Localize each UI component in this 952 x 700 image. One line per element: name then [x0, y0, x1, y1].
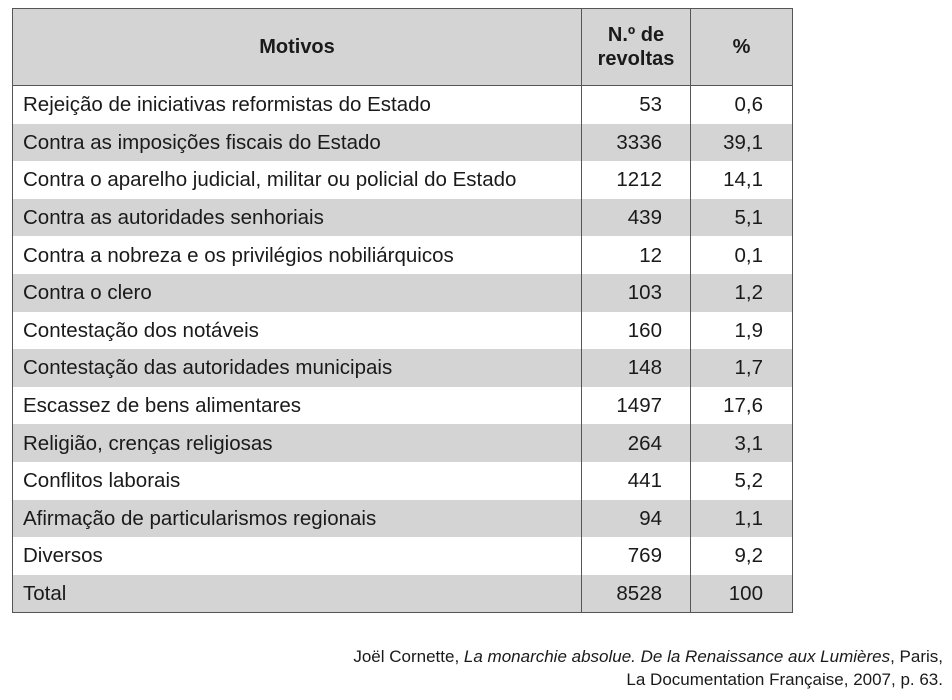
header-revoltas-line1: N.º de	[607, 24, 665, 46]
cell-revoltas: 1497	[581, 386, 691, 425]
cell-motivo: Contra a nobreza e os privilégios nobili…	[12, 236, 582, 274]
cell-motivo-total: Total	[12, 574, 582, 614]
cell-percent: 1,9	[690, 311, 793, 350]
cell-motivo: Contra o aparelho judicial, militar ou p…	[12, 161, 582, 199]
table-row: Religião, crenças religiosas 264 3,1	[12, 424, 793, 462]
cell-percent: 5,2	[690, 461, 793, 500]
table-row: Contra o clero 103 1,2	[12, 273, 793, 312]
cell-revoltas-total: 8528	[581, 574, 691, 614]
table-row: Contestação das autoridades municipais 1…	[12, 349, 793, 387]
cell-percent: 9,2	[690, 537, 793, 575]
cell-revoltas: 3336	[581, 123, 691, 162]
cell-revoltas: 94	[581, 499, 691, 538]
cell-motivo: Contestação das autoridades municipais	[12, 349, 582, 387]
header-revoltas: N.º de revoltas	[581, 8, 691, 86]
header-percent: %	[690, 8, 793, 86]
cell-motivo: Contra as imposições fiscais do Estado	[12, 123, 582, 162]
table-row: Contestação dos notáveis 160 1,9	[12, 311, 793, 350]
cell-revoltas: 1212	[581, 161, 691, 199]
cell-motivo: Afirmação de particularismos regionais	[12, 499, 582, 538]
cell-percent: 3,1	[690, 424, 793, 462]
cell-motivo: Contestação dos notáveis	[12, 311, 582, 350]
cell-revoltas: 160	[581, 311, 691, 350]
cell-percent: 17,6	[690, 386, 793, 425]
cell-motivo: Escassez de bens alimentares	[12, 386, 582, 425]
source-place: , Paris,	[890, 647, 943, 666]
cell-revoltas: 148	[581, 349, 691, 387]
source-line-2: La Documentation Française, 2007, p. 63.	[626, 670, 943, 689]
source-author: Joël Cornette,	[353, 647, 464, 666]
table-row: Escassez de bens alimentares 1497 17,6	[12, 386, 793, 425]
cell-motivo: Contra as autoridades senhoriais	[12, 198, 582, 237]
cell-percent: 14,1	[690, 161, 793, 199]
cell-percent: 0,1	[690, 236, 793, 274]
cell-revoltas: 441	[581, 461, 691, 500]
header-revoltas-line2: revoltas	[597, 48, 675, 70]
table-row: Contra as imposições fiscais do Estado 3…	[12, 123, 793, 162]
source-title: La monarchie absolue. De la Renaissance …	[463, 647, 891, 666]
cell-motivo: Religião, crenças religiosas	[12, 424, 582, 462]
table-total-row: Total 8528 100	[12, 574, 793, 614]
cell-revoltas: 769	[581, 537, 691, 575]
table-row: Contra a nobreza e os privilégios nobili…	[12, 236, 793, 274]
cell-revoltas: 439	[581, 198, 691, 237]
cell-percent: 39,1	[690, 123, 793, 162]
cell-percent: 0,6	[690, 85, 793, 124]
cell-motivo: Rejeição de iniciativas reformistas do E…	[12, 85, 582, 124]
cell-percent: 1,7	[690, 349, 793, 387]
table-row: Diversos 769 9,2	[12, 537, 793, 575]
table-row: Contra as autoridades senhoriais 439 5,1	[12, 198, 793, 237]
table-row: Rejeição de iniciativas reformistas do E…	[12, 85, 793, 124]
cell-revoltas: 103	[581, 273, 691, 312]
header-motivos: Motivos	[12, 8, 582, 86]
table-row: Afirmação de particularismos regionais 9…	[12, 499, 793, 538]
cell-motivo: Conflitos laborais	[12, 461, 582, 500]
table-row: Conflitos laborais 441 5,2	[12, 461, 793, 500]
cell-percent: 1,2	[690, 273, 793, 312]
cell-percent-total: 100	[690, 574, 793, 614]
revolts-table: Motivos N.º de revoltas % Rejeição de in…	[12, 8, 793, 614]
table-row: Contra o aparelho judicial, militar ou p…	[12, 161, 793, 199]
table-header-row: Motivos N.º de revoltas %	[12, 8, 793, 86]
cell-revoltas: 12	[581, 236, 691, 274]
cell-motivo: Diversos	[12, 537, 582, 575]
cell-revoltas: 264	[581, 424, 691, 462]
cell-motivo: Contra o clero	[12, 273, 582, 312]
cell-revoltas: 53	[581, 85, 691, 124]
source-citation: Joël Cornette, La monarchie absolue. De …	[353, 645, 943, 691]
cell-percent: 1,1	[690, 499, 793, 538]
source-line-1: Joël Cornette, La monarchie absolue. De …	[353, 645, 943, 668]
cell-percent: 5,1	[690, 198, 793, 237]
